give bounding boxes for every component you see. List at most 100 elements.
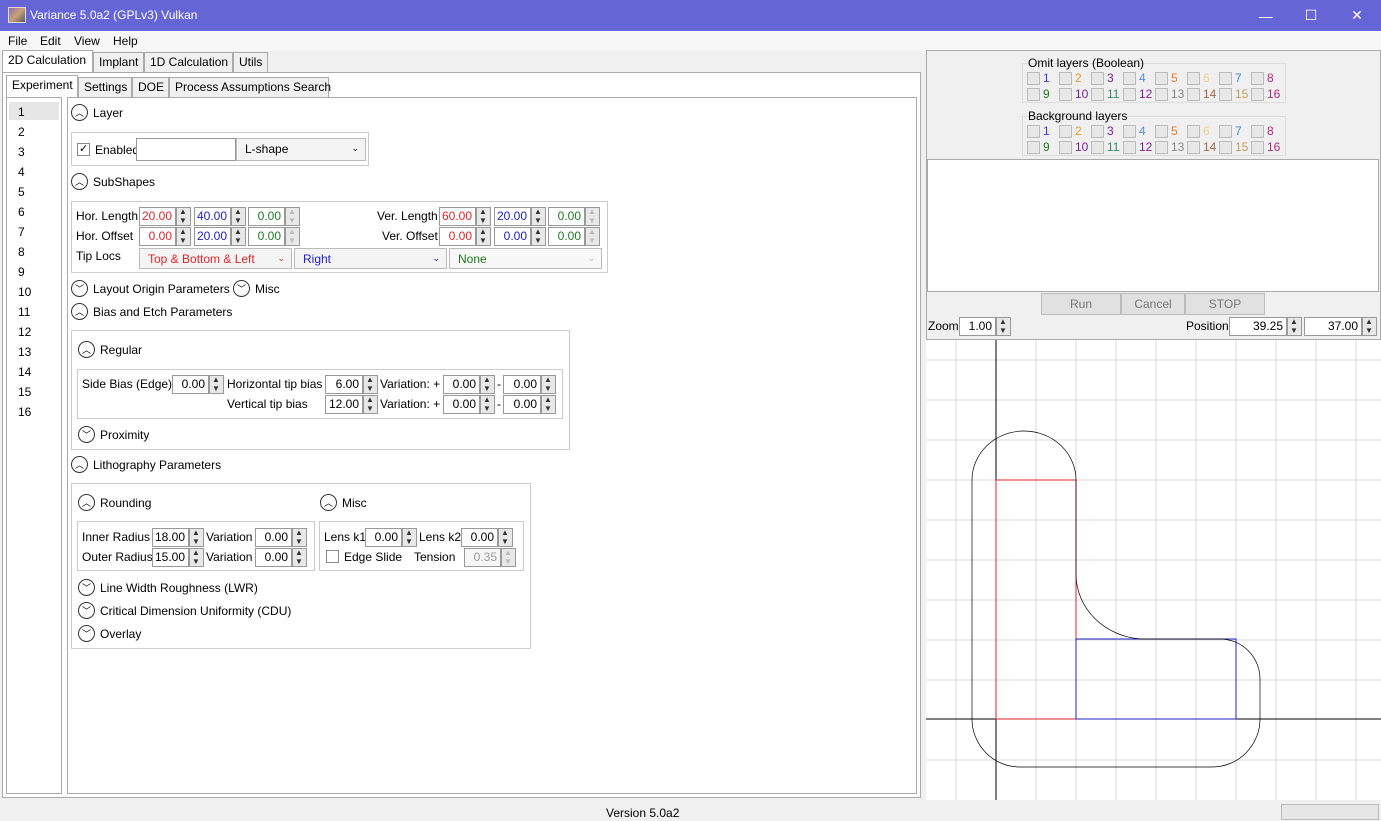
chevron-up-icon[interactable]: ︿ — [320, 494, 337, 511]
hvar-minus-input[interactable]: 0.00 — [503, 375, 541, 394]
tension-stepper[interactable] — [501, 548, 516, 567]
vtip-stepper[interactable] — [363, 395, 378, 414]
edge-slide-checkbox[interactable] — [326, 550, 339, 563]
background-layer-checkbox-2[interactable] — [1059, 125, 1072, 138]
lens-k2-input[interactable]: 0.00 — [461, 528, 498, 547]
layer-list-item[interactable]: 10 — [18, 285, 32, 299]
tab-doe[interactable]: DOE — [132, 77, 169, 97]
tip-locs-select-1[interactable]: Top & Bottom & Left ⌄ — [139, 248, 292, 269]
hor-offset-input-2[interactable]: 20.00 — [194, 227, 231, 246]
chevron-down-icon[interactable]: ﹀ — [78, 426, 95, 443]
hor-offset-input-3[interactable]: 0.00 — [248, 227, 285, 246]
tab-2d-calculation[interactable]: 2D Calculation — [2, 50, 93, 73]
omit-layer-checkbox-4[interactable] — [1123, 72, 1136, 85]
hor-length-stepper-3[interactable] — [285, 207, 300, 226]
chevron-down-icon[interactable]: ﹀ — [71, 280, 88, 297]
minimize-button[interactable]: — — [1259, 7, 1273, 24]
omit-layer-checkbox-15[interactable] — [1219, 88, 1232, 101]
inner-radius-input[interactable]: 18.00 — [152, 528, 189, 547]
ver-length-input-2[interactable]: 20.00 — [494, 207, 531, 226]
htip-input[interactable]: 6.00 — [325, 375, 363, 394]
omit-layer-checkbox-5[interactable] — [1155, 72, 1168, 85]
chevron-up-icon[interactable]: ︿ — [71, 303, 88, 320]
lens-k1-stepper[interactable] — [402, 528, 417, 547]
background-layer-checkbox-7[interactable] — [1219, 125, 1232, 138]
layer-list-item[interactable]: 2 — [18, 125, 25, 139]
maximize-button[interactable]: ☐ — [1304, 7, 1318, 23]
background-layer-checkbox-9[interactable] — [1027, 141, 1040, 154]
hor-length-stepper-2[interactable] — [231, 207, 246, 226]
stop-button[interactable]: STOP — [1185, 293, 1265, 315]
chevron-down-icon[interactable]: ﹀ — [78, 625, 95, 642]
cancel-button[interactable]: Cancel — [1121, 293, 1185, 315]
chevron-down-icon[interactable]: ﹀ — [78, 602, 95, 619]
omit-layer-checkbox-14[interactable] — [1187, 88, 1200, 101]
background-layer-checkbox-10[interactable] — [1059, 141, 1072, 154]
chevron-down-icon[interactable]: ﹀ — [78, 579, 95, 596]
htip-stepper[interactable] — [363, 375, 378, 394]
layer-list-item[interactable]: 16 — [18, 405, 32, 419]
ver-offset-input-3[interactable]: 0.00 — [548, 227, 585, 246]
outer-radius-stepper[interactable] — [189, 548, 204, 567]
zoom-input[interactable]: 1.00 — [959, 317, 996, 336]
ver-length-input-1[interactable]: 60.00 — [439, 207, 476, 226]
tab-utils[interactable]: Utils — [233, 52, 268, 72]
position-x-input[interactable]: 39.25 — [1229, 317, 1287, 336]
layer-name-input[interactable] — [136, 138, 236, 161]
background-layer-checkbox-6[interactable] — [1187, 125, 1200, 138]
outer-var-input[interactable]: 0.00 — [255, 548, 292, 567]
vvar-minus-input[interactable]: 0.00 — [503, 395, 541, 414]
close-button[interactable]: ✕ — [1351, 7, 1363, 23]
omit-layer-checkbox-1[interactable] — [1027, 72, 1040, 85]
lens-k2-stepper[interactable] — [498, 528, 513, 547]
background-layer-checkbox-12[interactable] — [1123, 141, 1136, 154]
inner-var-input[interactable]: 0.00 — [255, 528, 292, 547]
tip-locs-select-3[interactable]: None ⌄ — [449, 248, 602, 269]
side-bias-input[interactable]: 0.00 — [172, 375, 209, 394]
background-layer-checkbox-5[interactable] — [1155, 125, 1168, 138]
inner-radius-stepper[interactable] — [189, 528, 204, 547]
layer-list-item[interactable]: 14 — [18, 365, 32, 379]
chevron-up-icon[interactable]: ︿ — [71, 173, 88, 190]
output-text-area[interactable] — [927, 159, 1379, 292]
omit-layer-checkbox-7[interactable] — [1219, 72, 1232, 85]
hor-offset-input-1[interactable]: 0.00 — [139, 227, 176, 246]
layer-list-item[interactable]: 3 — [18, 145, 25, 159]
layer-list-item[interactable]: 6 — [18, 205, 25, 219]
vvar-plus-input[interactable]: 0.00 — [443, 395, 480, 414]
chevron-up-icon[interactable]: ︿ — [71, 104, 88, 121]
hvar-plus-input[interactable]: 0.00 — [443, 375, 480, 394]
hor-offset-stepper-1[interactable] — [176, 227, 191, 246]
ver-offset-stepper-3[interactable] — [585, 227, 600, 246]
menu-view[interactable]: View — [74, 34, 100, 48]
ver-length-stepper-3[interactable] — [585, 207, 600, 226]
omit-layer-checkbox-11[interactable] — [1091, 88, 1104, 101]
tip-locs-select-2[interactable]: Right ⌄ — [294, 248, 447, 269]
run-button[interactable]: Run — [1041, 293, 1121, 315]
background-layer-checkbox-1[interactable] — [1027, 125, 1040, 138]
position-y-stepper[interactable] — [1362, 317, 1377, 336]
hvar-plus-stepper[interactable] — [480, 375, 495, 394]
background-layer-checkbox-14[interactable] — [1187, 141, 1200, 154]
ver-length-stepper-1[interactable] — [476, 207, 491, 226]
ver-offset-input-1[interactable]: 0.00 — [439, 227, 476, 246]
chevron-up-icon[interactable]: ︿ — [78, 341, 95, 358]
background-layer-checkbox-11[interactable] — [1091, 141, 1104, 154]
outer-var-stepper[interactable] — [292, 548, 307, 567]
omit-layer-checkbox-10[interactable] — [1059, 88, 1072, 101]
layer-list-item[interactable]: 4 — [18, 165, 25, 179]
position-y-input[interactable]: 37.00 — [1304, 317, 1362, 336]
menu-edit[interactable]: Edit — [40, 34, 61, 48]
omit-layer-checkbox-2[interactable] — [1059, 72, 1072, 85]
zoom-stepper[interactable] — [996, 317, 1011, 336]
tab-settings[interactable]: Settings — [78, 77, 132, 97]
layer-list-item[interactable]: 12 — [18, 325, 32, 339]
outer-radius-input[interactable]: 15.00 — [152, 548, 189, 567]
hor-offset-stepper-2[interactable] — [231, 227, 246, 246]
enabled-checkbox[interactable] — [77, 142, 90, 156]
ver-offset-stepper-1[interactable] — [476, 227, 491, 246]
tab-process-assumptions-search[interactable]: Process Assumptions Search — [169, 77, 331, 97]
background-layer-checkbox-13[interactable] — [1155, 141, 1168, 154]
omit-layer-checkbox-9[interactable] — [1027, 88, 1040, 101]
ver-length-input-3[interactable]: 0.00 — [548, 207, 585, 226]
